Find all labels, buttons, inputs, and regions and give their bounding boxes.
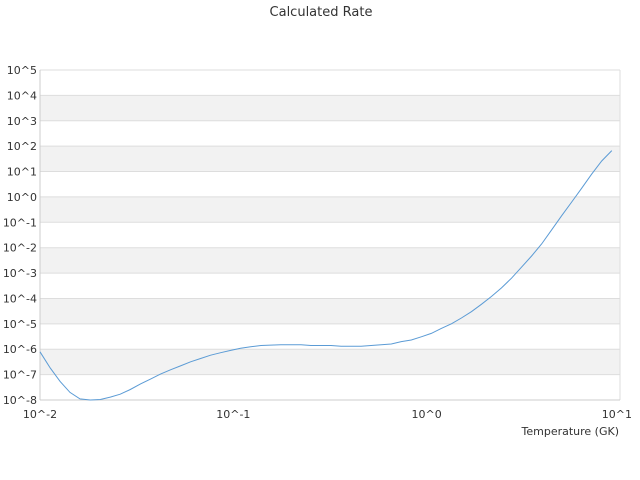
y-tick-label: 10^4 — [7, 89, 37, 102]
x-tick-label: 10^0 — [412, 408, 442, 421]
y-tick-label: 10^-6 — [3, 343, 37, 356]
y-tick-label: 10^3 — [7, 115, 37, 128]
grid-bands — [40, 95, 620, 375]
x-tick-label: 10^1 — [602, 408, 632, 421]
grid-band — [40, 298, 620, 324]
y-tick-label: 10^-4 — [3, 292, 37, 305]
y-tick-label: 10^1 — [7, 166, 37, 179]
y-tick-label: 10^0 — [7, 191, 37, 204]
y-tick-label: 10^-1 — [3, 216, 37, 229]
x-tick-label: 10^-1 — [216, 408, 250, 421]
x-axis-ticks: 10^-2 10^-1 10^0 10^1 — [23, 408, 632, 421]
y-axis-ticks: 10^-8 10^-7 10^-6 10^-5 10^-4 10^-3 10^-2 10^-1… — [3, 64, 37, 407]
grid-lines — [40, 69, 620, 376]
grid-band — [40, 95, 620, 121]
grid-band — [40, 146, 620, 172]
x-tick-label: 10^-2 — [23, 408, 57, 421]
series-line — [39, 150, 613, 401]
y-tick-label: 10^2 — [7, 140, 37, 153]
y-tick-label: 10^-2 — [3, 242, 37, 255]
y-tick-label: 10^-5 — [3, 318, 37, 331]
y-tick-label: 10^-3 — [3, 267, 37, 280]
grid-band — [40, 196, 620, 223]
y-tick-label: 10^-7 — [3, 369, 37, 382]
y-tick-label: 10^5 — [7, 64, 37, 77]
y-tick-label: 10^-8 — [3, 394, 37, 407]
grid-band — [40, 349, 620, 375]
grid-band — [40, 247, 620, 274]
x-axis-label: Temperature (GK) — [521, 425, 620, 438]
chart-title: Calculated Rate — [270, 5, 373, 20]
